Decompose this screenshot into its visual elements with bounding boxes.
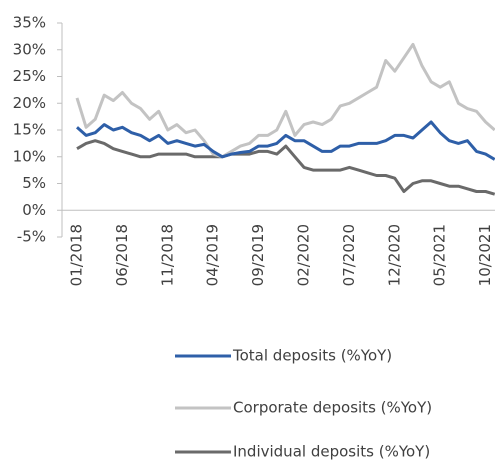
x-tick-label: 12/2020 xyxy=(385,224,403,286)
x-tick-label: 02/2020 xyxy=(295,224,313,286)
x-tick-label: 11/2018 xyxy=(158,224,176,286)
x-tick-label: 07/2020 xyxy=(340,224,358,286)
y-tick-label: 10% xyxy=(13,147,46,165)
legend-label: Individual deposits (%YoY) xyxy=(233,443,430,461)
legend-label: Corporate deposits (%YoY) xyxy=(233,399,432,417)
y-tick-label: -5% xyxy=(17,228,46,246)
x-tick-label: 05/2021 xyxy=(431,224,449,286)
y-tick-label: 25% xyxy=(13,67,46,85)
y-tick-label: 35% xyxy=(13,14,46,32)
data-line xyxy=(76,120,495,161)
y-tick-label: 5% xyxy=(22,174,46,192)
x-tick-label: 04/2019 xyxy=(204,224,222,286)
data-line xyxy=(75,42,495,159)
y-tick-label: 15% xyxy=(13,121,46,139)
data-line xyxy=(76,139,495,196)
x-tick-label: 06/2018 xyxy=(113,224,131,286)
x-tick-label: 01/2018 xyxy=(68,224,86,286)
x-tick-label: 10/2021 xyxy=(476,224,494,286)
y-tick-label: 0% xyxy=(22,201,46,219)
x-tick-label: 09/2019 xyxy=(249,224,267,286)
y-tick-label: 20% xyxy=(13,94,46,112)
y-tick-label: 30% xyxy=(13,40,46,58)
legend-label: Total deposits (%YoY) xyxy=(232,347,392,365)
